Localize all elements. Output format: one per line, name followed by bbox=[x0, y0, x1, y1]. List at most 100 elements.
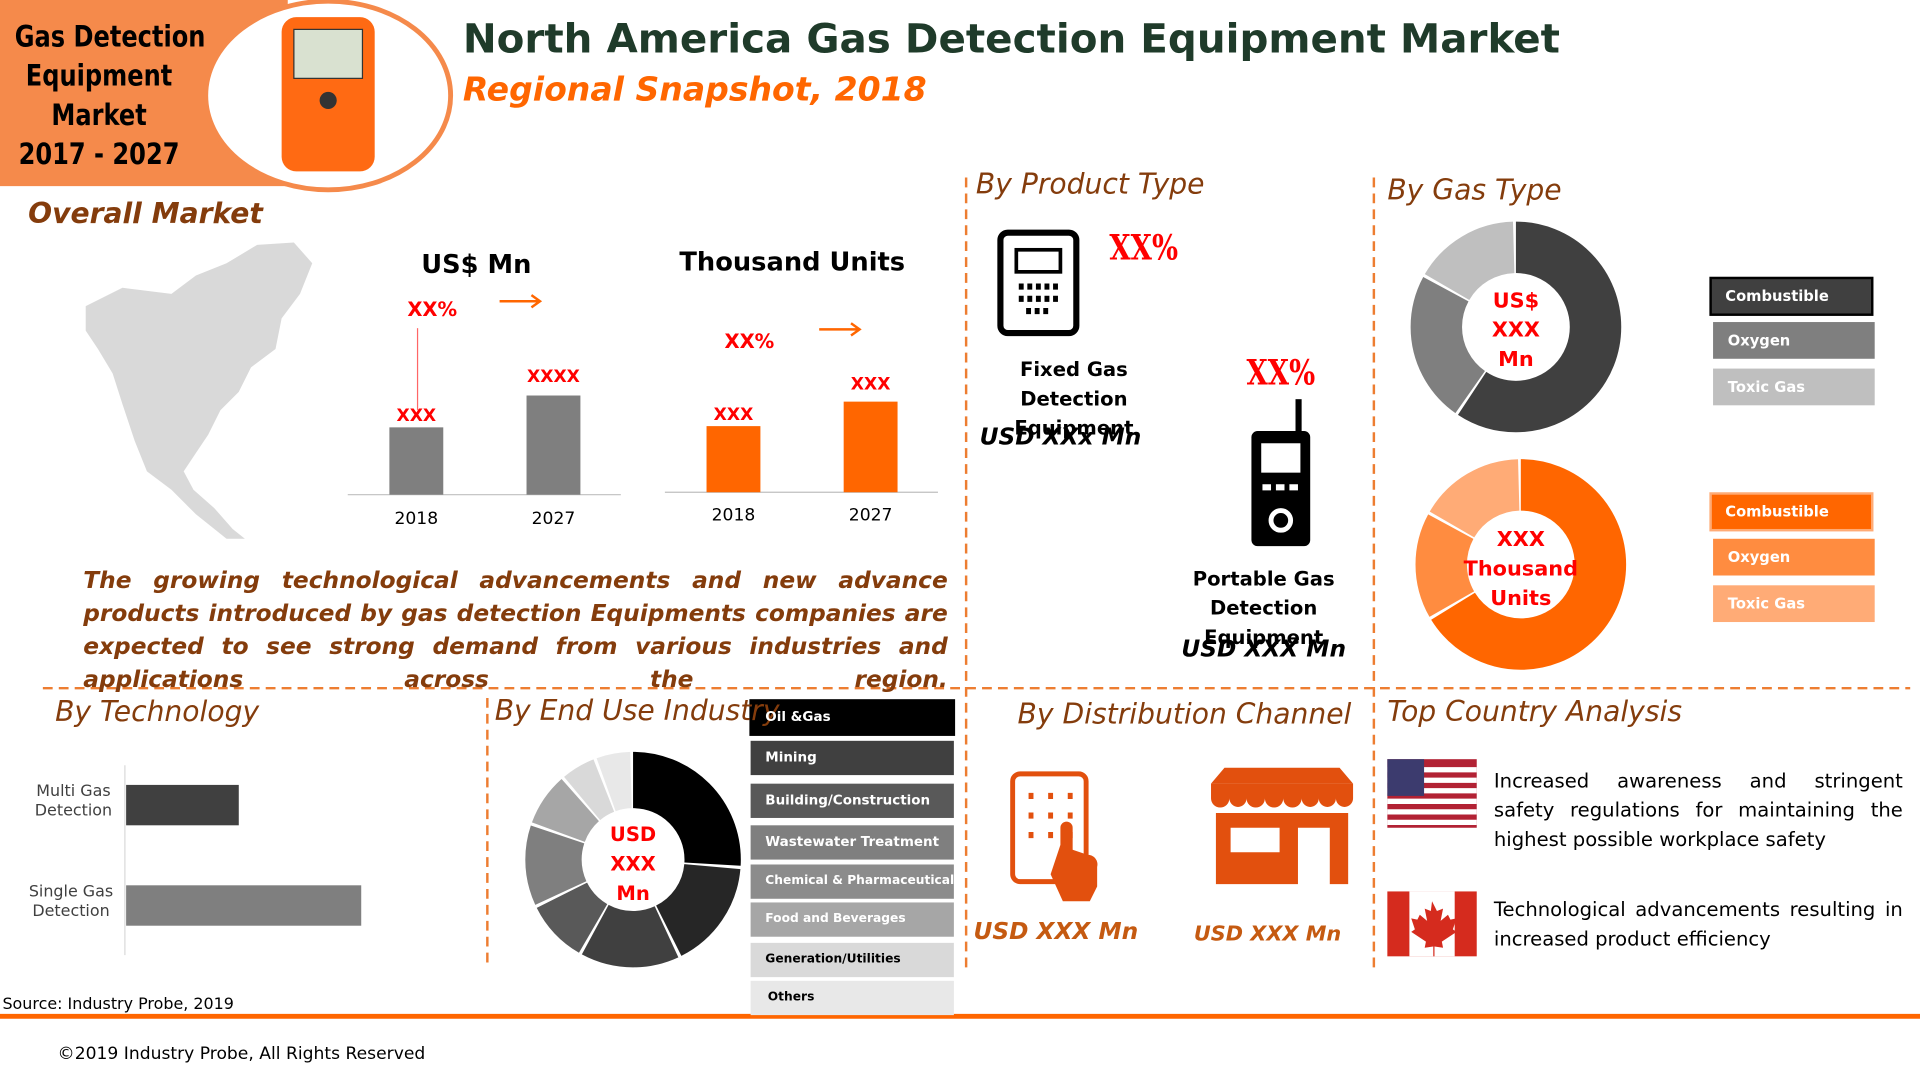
donut-center: USD XXX Mn bbox=[584, 820, 682, 908]
section-heading: By Gas Type bbox=[1387, 175, 1562, 207]
donut-center-line: USD bbox=[609, 822, 657, 847]
legend-swatch bbox=[1709, 492, 1874, 532]
bar bbox=[706, 426, 761, 493]
hand-icon bbox=[1050, 821, 1098, 902]
chart-title: Thousand Units bbox=[679, 247, 906, 277]
legend-swatch bbox=[1713, 585, 1875, 623]
bar-label: XXX bbox=[713, 405, 754, 425]
bar-label: XXXX bbox=[527, 367, 580, 387]
section-heading: By Product Type bbox=[975, 168, 1205, 201]
donut-center: XXX Thousand Units bbox=[1453, 525, 1588, 613]
legend-swatch bbox=[750, 864, 954, 899]
legend-swatch bbox=[750, 783, 954, 818]
title: North America Gas Detection Equipment Ma… bbox=[462, 14, 1560, 63]
legend-swatch bbox=[750, 902, 954, 937]
fixed-detector-icon bbox=[997, 229, 1080, 337]
bar bbox=[389, 427, 444, 495]
section-heading: By Technology bbox=[55, 696, 260, 729]
legend-label: Combustible bbox=[1725, 287, 1829, 305]
badge-line: Market bbox=[51, 97, 147, 133]
portable-sensor bbox=[1268, 508, 1294, 533]
bar bbox=[526, 395, 581, 495]
x-tick-label: 2027 bbox=[848, 505, 893, 526]
donut-center: US$ XXX Mn bbox=[1455, 287, 1577, 375]
legend-label: Oil &Gas bbox=[765, 708, 831, 725]
portable-screen bbox=[1261, 443, 1301, 473]
bar-label: XXX bbox=[396, 406, 437, 427]
value-donut bbox=[1410, 221, 1622, 433]
donut-center-line: Mn bbox=[1498, 347, 1534, 373]
growth-arrow bbox=[499, 294, 543, 309]
badge-line: Gas Detection bbox=[14, 19, 206, 54]
legend-swatch bbox=[1713, 538, 1875, 576]
legend-label: Oxygen bbox=[1727, 548, 1791, 566]
legend-label: Generation/Utilities bbox=[765, 952, 901, 967]
legend-swatch bbox=[1713, 322, 1875, 359]
donut-center-line: XXX bbox=[1496, 527, 1545, 553]
x-tick-label: 2018 bbox=[394, 509, 439, 529]
store-body bbox=[1215, 813, 1349, 885]
x-tick-label: 2027 bbox=[531, 509, 576, 529]
device-button bbox=[319, 91, 337, 109]
product-value: USD XXX Mn bbox=[1181, 635, 1347, 663]
donut-center-line: XXX bbox=[1491, 318, 1540, 343]
source: Source: Industry Probe, 2019 bbox=[2, 995, 234, 1014]
flag-canton bbox=[1387, 759, 1425, 796]
us-flag bbox=[1387, 759, 1477, 828]
legend-label: Others bbox=[767, 990, 815, 1005]
portable-antenna bbox=[1295, 399, 1302, 436]
growth-arrow bbox=[819, 322, 862, 337]
device-screen bbox=[293, 28, 364, 79]
product-value: USD XXx Mn bbox=[979, 423, 1142, 451]
growth-label: XX% bbox=[407, 297, 458, 321]
channel-value: USD XXX Mn bbox=[1193, 922, 1342, 947]
bar bbox=[126, 885, 362, 926]
donut-center-line: Units bbox=[1490, 586, 1552, 612]
fixed-detector-buttons bbox=[1018, 283, 1058, 315]
donut-segment bbox=[525, 751, 741, 968]
product-name: Fixed Gas Detection Equipment bbox=[1014, 357, 1134, 440]
description: The growing technological advancements a… bbox=[83, 566, 948, 694]
legend-label: Toxic Gas bbox=[1727, 378, 1805, 396]
section-heading: Overall Market bbox=[28, 198, 263, 231]
donut-segment bbox=[1410, 221, 1622, 433]
donut-segment bbox=[525, 751, 741, 968]
donut-segment bbox=[1415, 459, 1627, 670]
country-text: Increased awareness and stringent safety… bbox=[1493, 768, 1903, 852]
bar bbox=[843, 401, 898, 493]
donut-segment bbox=[1415, 459, 1627, 670]
tablet-keys bbox=[1028, 792, 1073, 839]
product-name: Portable Gas Detection Equipment bbox=[1192, 566, 1335, 649]
legend-label: Building/Construction bbox=[765, 792, 931, 809]
copyright: ©2019 Industry Probe, All Rights Reserve… bbox=[57, 1044, 426, 1065]
end-use-donut bbox=[525, 751, 741, 968]
legend-label: Wastewater Treatment bbox=[765, 833, 940, 850]
chart-title: US$ Mn bbox=[421, 249, 532, 280]
fixed-detector-screen bbox=[1014, 247, 1063, 274]
legend-label: Oxygen bbox=[1727, 331, 1791, 349]
country-text: Technological advancements resulting in … bbox=[1493, 897, 1903, 951]
subtitle: Regional Snapshot, 2018 bbox=[462, 71, 927, 109]
bar bbox=[126, 784, 239, 826]
flag-stripes bbox=[1387, 767, 1477, 826]
legend-swatch bbox=[749, 699, 956, 736]
section-heading: Top Country Analysis bbox=[1387, 696, 1683, 729]
legend-swatch bbox=[750, 980, 954, 1016]
legend-swatch bbox=[750, 740, 954, 776]
legend-label: Mining bbox=[765, 749, 817, 766]
legend-swatch bbox=[1709, 276, 1874, 316]
donut-center-line: Thousand bbox=[1463, 557, 1578, 582]
section-heading: By Distribution Channel bbox=[1017, 699, 1352, 732]
map bbox=[85, 242, 313, 539]
channel-value: USD XXX Mn bbox=[973, 918, 1139, 946]
legend-label: Combustible bbox=[1725, 503, 1829, 521]
donut-segment bbox=[525, 751, 741, 968]
canada-flag bbox=[1387, 891, 1477, 957]
legend-label: Food and Beverages bbox=[765, 912, 906, 926]
share-label: XX% bbox=[1246, 352, 1316, 394]
category-label: Single Gas Detection bbox=[28, 882, 114, 921]
category-label: Multi Gas Detection bbox=[34, 782, 113, 820]
badge-text: Gas Detection Equipment Market 2017 - 20… bbox=[14, 17, 206, 174]
